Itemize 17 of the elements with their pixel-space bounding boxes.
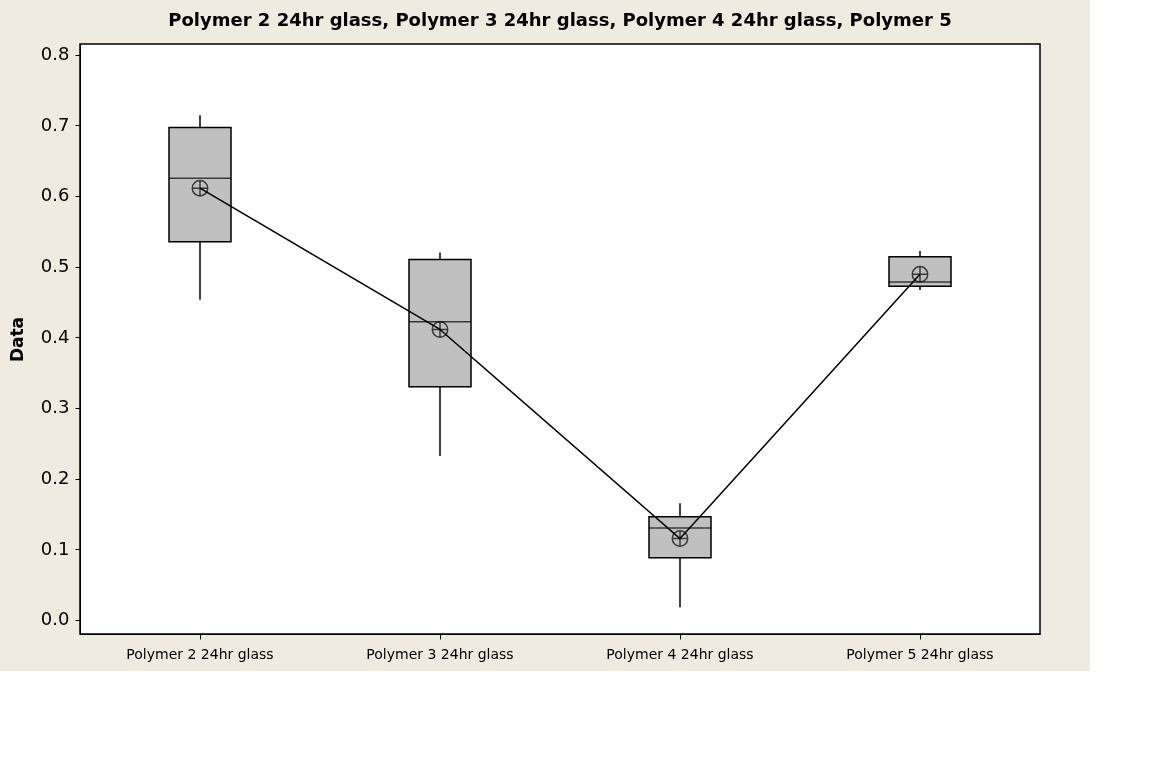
y-tick-label: 0.3 [40, 396, 70, 418]
y-tick-label: 0.4 [40, 325, 70, 347]
y-tick-label: 0.8 [40, 43, 70, 65]
y-tick-label: 0.7 [40, 113, 70, 135]
chart-title: Polymer 2 24hr glass, Polymer 3 24hr glass, Polymer 4 24hr glass, Polymer 5 [168, 9, 952, 30]
y-tick-label: 0.2 [40, 467, 70, 489]
x-tick-label: Polymer 2 24hr glass [126, 645, 274, 662]
y-tick-label: 0.5 [40, 255, 70, 277]
y-tick-label: 0.6 [40, 184, 70, 206]
point [431, 320, 449, 338]
y-axis-title: Data [6, 316, 27, 363]
y-tick-label: 0.1 [40, 537, 70, 559]
y-tick-label: 0.0 [40, 608, 70, 630]
x-tick-label: Polymer 4 24hr glass [606, 645, 754, 662]
x-tick-label: Polymer 5 24hr glass [846, 645, 994, 662]
x-tick-label: Polymer 3 24hr glass [366, 645, 514, 662]
point [191, 179, 209, 197]
